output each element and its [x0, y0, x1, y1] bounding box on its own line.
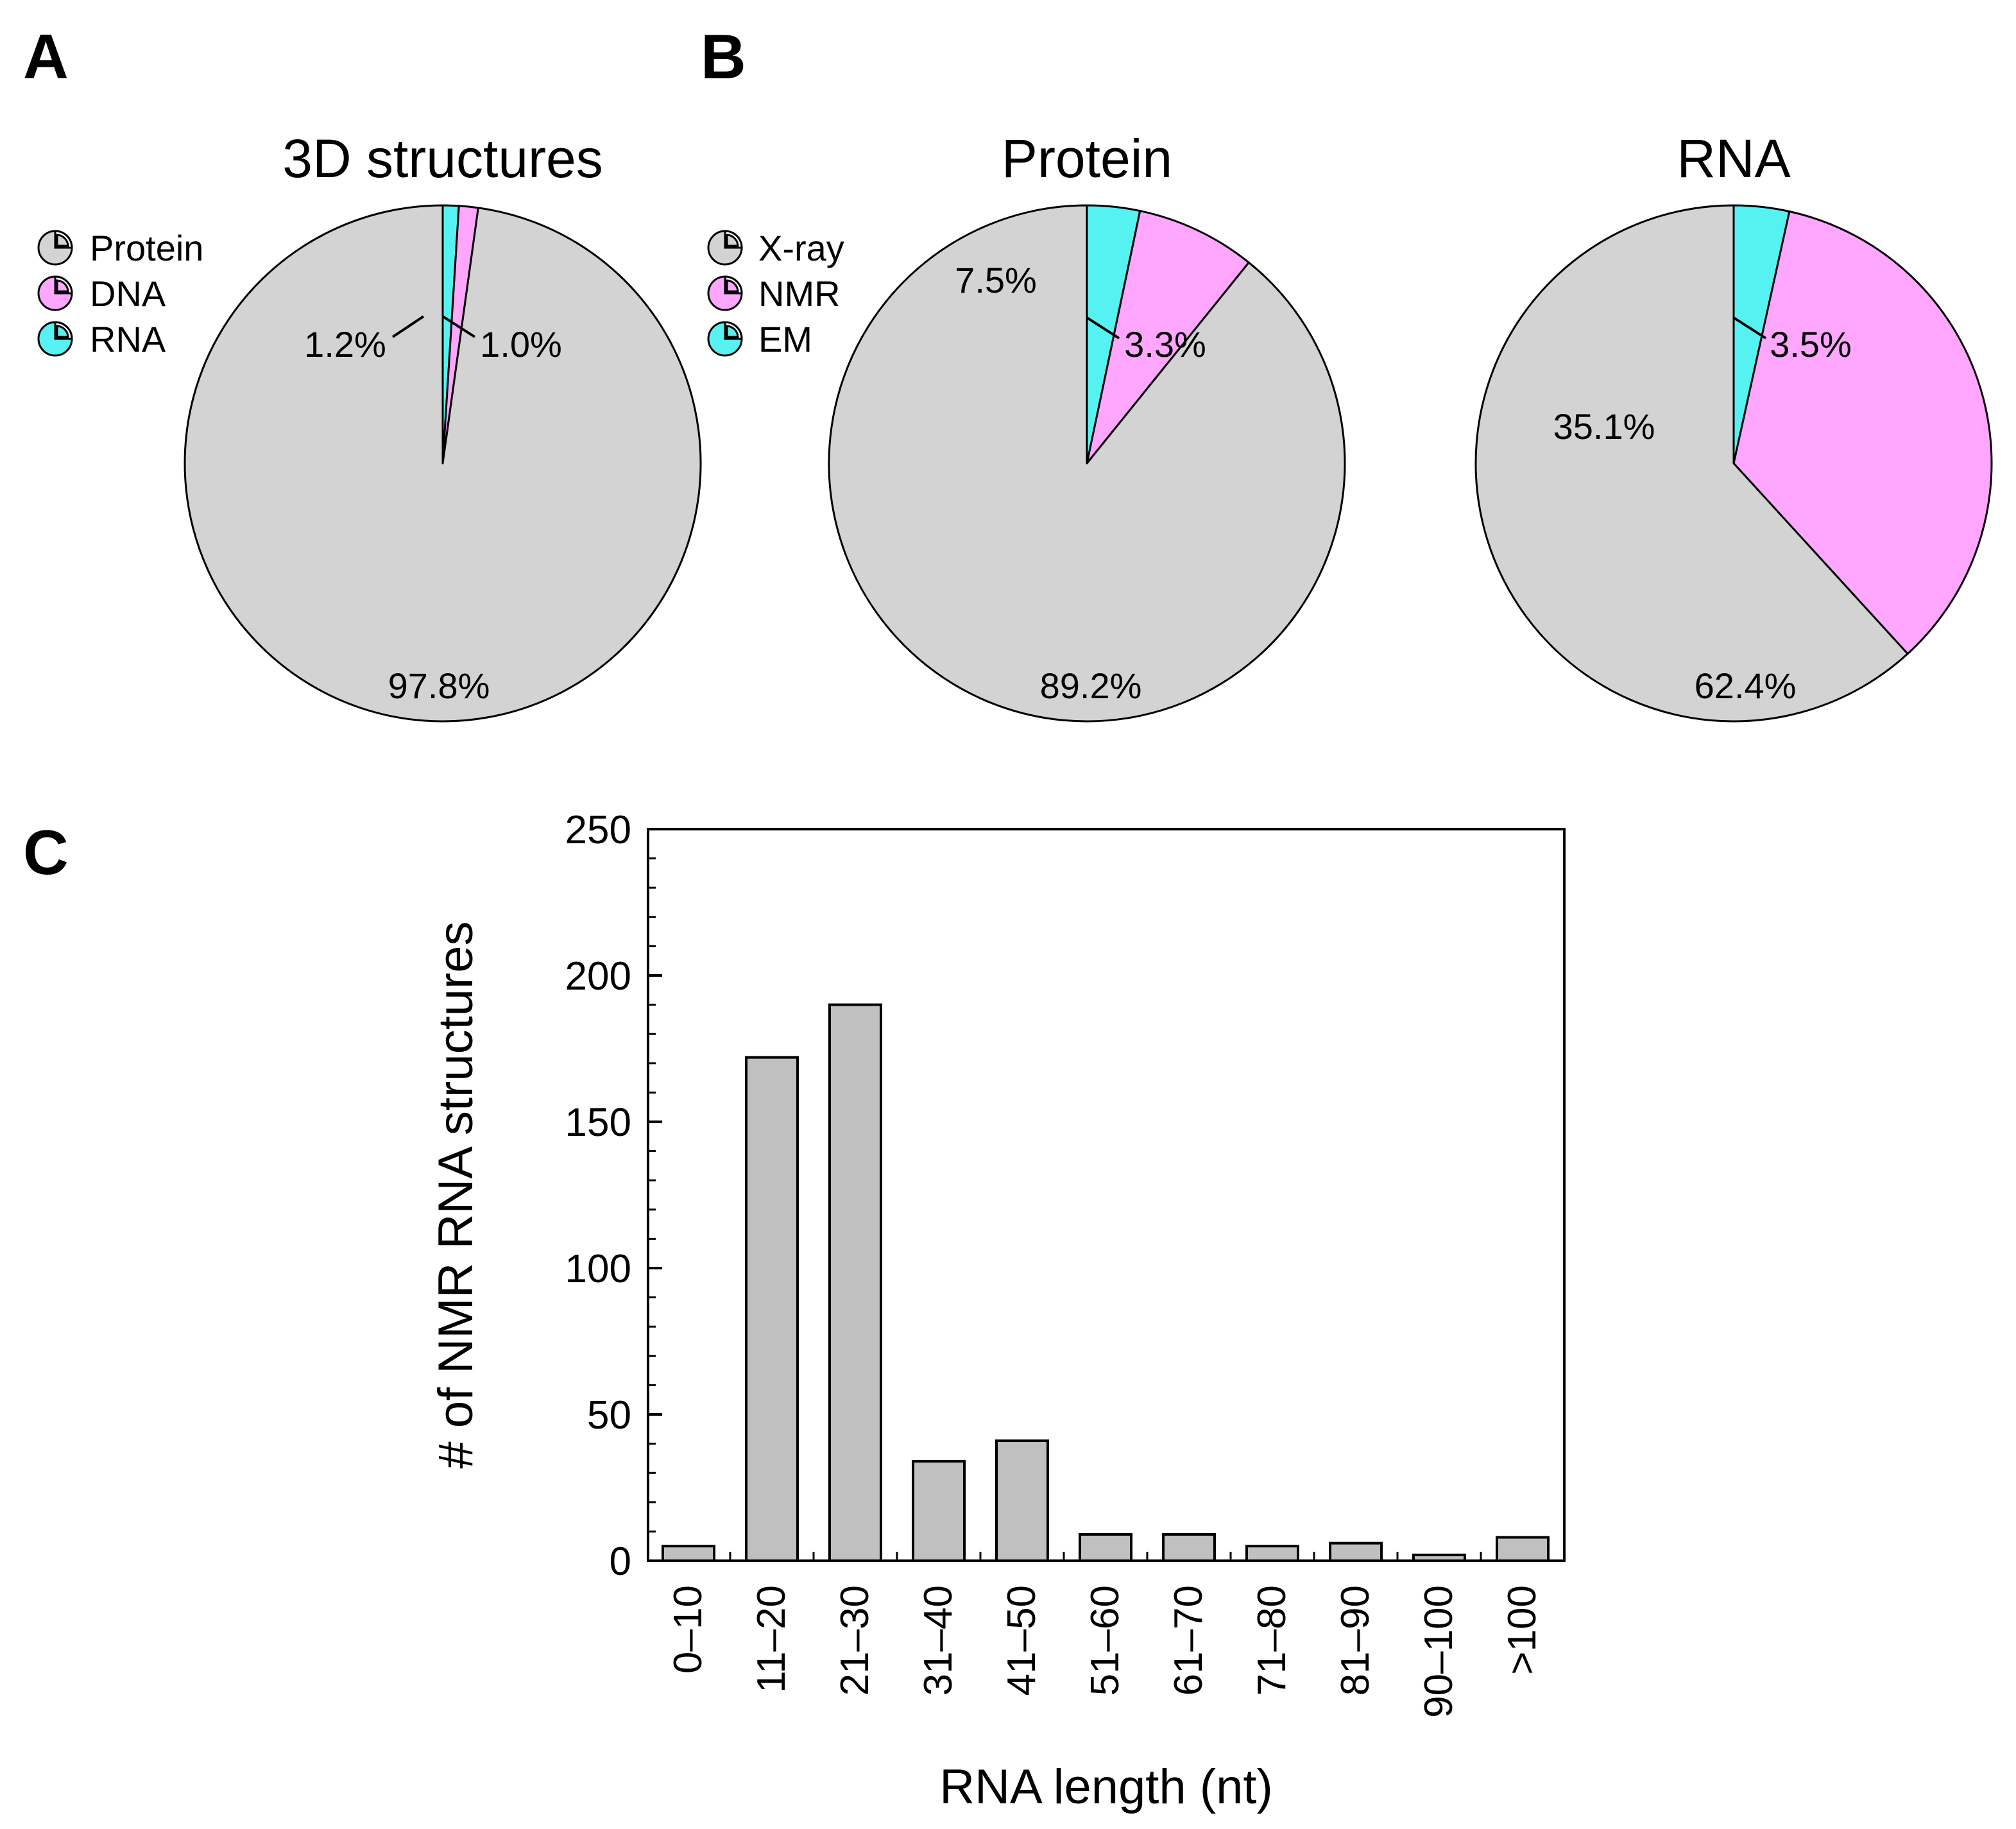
pie-chart-protein: Protein X-ray NMR EM 89.2% 7.5% 3.3% [707, 128, 1346, 723]
legend: Protein DNA RNA [37, 228, 203, 359]
x-axis-label: RNA length (nt) [939, 1760, 1273, 1814]
bar-21-30 [828, 1003, 882, 1562]
plot-frame [647, 828, 1566, 1562]
leader-line-em [1086, 316, 1120, 339]
y-axis-label: # of NMR RNA structures [429, 921, 483, 1468]
legend-icon-wedge [56, 279, 69, 293]
bar-100 [1496, 1536, 1550, 1563]
pie-slice-nmr [1086, 210, 1250, 465]
legend-label-rna: RNA [90, 319, 166, 359]
legend-icon-wedge [56, 325, 69, 338]
x-tick-label: 71–80 [1250, 1585, 1294, 1696]
pie-slice-x-ray [828, 204, 1346, 723]
legend-label-protein: Protein [90, 228, 203, 268]
pie-slice-x-ray [1474, 204, 1909, 723]
x-tick-label: 81–90 [1333, 1585, 1378, 1696]
legend: X-ray NMR EM [707, 228, 844, 359]
bar-41-50 [995, 1439, 1049, 1563]
legend-icon-wedge [726, 234, 739, 247]
pie-slices [1474, 204, 1993, 723]
y-tick-label: 250 [565, 808, 631, 852]
legend-icon-xray [707, 230, 743, 266]
x-tick-label: 0–10 [666, 1585, 710, 1674]
pie-slices [184, 204, 702, 723]
leader-line-em [1732, 316, 1767, 339]
leader-line-dna [391, 315, 425, 338]
x-tick-label: 61–70 [1166, 1585, 1211, 1696]
bar-51-60 [1079, 1533, 1132, 1562]
y-tick-label: 200 [565, 954, 631, 999]
y-axis-ticks: 0 50 100 150 200 250 [565, 808, 662, 1584]
legend-icon-wedge [726, 279, 739, 293]
x-tick-label: 31–40 [916, 1585, 961, 1696]
x-tick-label: 21–30 [833, 1585, 877, 1696]
x-tick-label: 41–50 [1000, 1585, 1044, 1696]
slice-label-em: 3.3% [1124, 324, 1206, 365]
legend-label-xray: X-ray [758, 228, 844, 268]
slice-label-em: 3.5% [1770, 324, 1852, 365]
pie-title: 3D structures [282, 128, 603, 189]
legend-icon-em [707, 321, 743, 357]
pie-slice-nmr [1732, 210, 1993, 655]
panel-letter-b: B [701, 21, 746, 92]
slice-label-protein: 97.8% [388, 665, 490, 706]
leader-line-rna [441, 315, 476, 338]
slice-label-nmr: 7.5% [955, 260, 1037, 300]
bar-81-90 [1329, 1541, 1383, 1562]
legend-icon-dna [37, 275, 73, 311]
bar-61-70 [1162, 1533, 1216, 1562]
panel-letter-a: A [23, 21, 69, 92]
pie-chart-3d-structures: 3D structures Protein DNA RNA 97.8% 1.2%… [37, 128, 702, 723]
bar-0-10 [662, 1545, 715, 1562]
pie-chart-rna: RNA 62.4% 35.1% 3.5% [1474, 128, 1993, 723]
y-tick-label: 50 [587, 1393, 631, 1438]
slice-label-dna: 1.2% [304, 324, 386, 365]
pie-title: RNA [1677, 128, 1790, 189]
legend-icon-wedge [56, 234, 69, 247]
x-axis-ticks: 0–10 11–20 21–30 31–40 41–50 51–60 61–70 71–80 8… [666, 1552, 1544, 1718]
pie-slices [828, 204, 1346, 723]
bar-71-80 [1245, 1545, 1299, 1562]
x-tick-label: >100 [1500, 1585, 1544, 1675]
legend-label-em: EM [758, 319, 812, 359]
y-tick-label: 0 [610, 1540, 631, 1584]
x-tick-label: 11–20 [749, 1585, 794, 1693]
slice-label-nmr: 35.1% [1553, 406, 1655, 447]
slice-label-rna: 1.0% [480, 324, 562, 365]
legend-icon-wedge [726, 325, 739, 338]
slice-label-xray: 89.2% [1040, 665, 1142, 706]
bars [662, 1003, 1550, 1563]
y-tick-label: 150 [565, 1101, 631, 1145]
pie-slice-protein [184, 204, 702, 723]
panel-letter-c: C [23, 817, 69, 888]
y-tick-label: 100 [565, 1247, 631, 1291]
legend-label-nmr: NMR [758, 273, 841, 314]
legend-icon-rna [37, 321, 73, 357]
legend-icon-protein [37, 230, 73, 266]
slice-label-xray: 62.4% [1695, 665, 1797, 706]
legend-icon-nmr [707, 275, 743, 311]
bar-11-20 [745, 1056, 799, 1563]
legend-label-dna: DNA [90, 273, 166, 314]
pie-title: Protein [1002, 128, 1172, 189]
x-tick-label: 51–60 [1083, 1585, 1127, 1696]
bar-chart-nmr-rna-length: 0 50 100 150 200 250 0–10 11–20 21–30 31–40 41–50… [429, 808, 1566, 1814]
x-tick-label: 90–100 [1417, 1585, 1461, 1718]
bar-31-40 [912, 1459, 966, 1562]
